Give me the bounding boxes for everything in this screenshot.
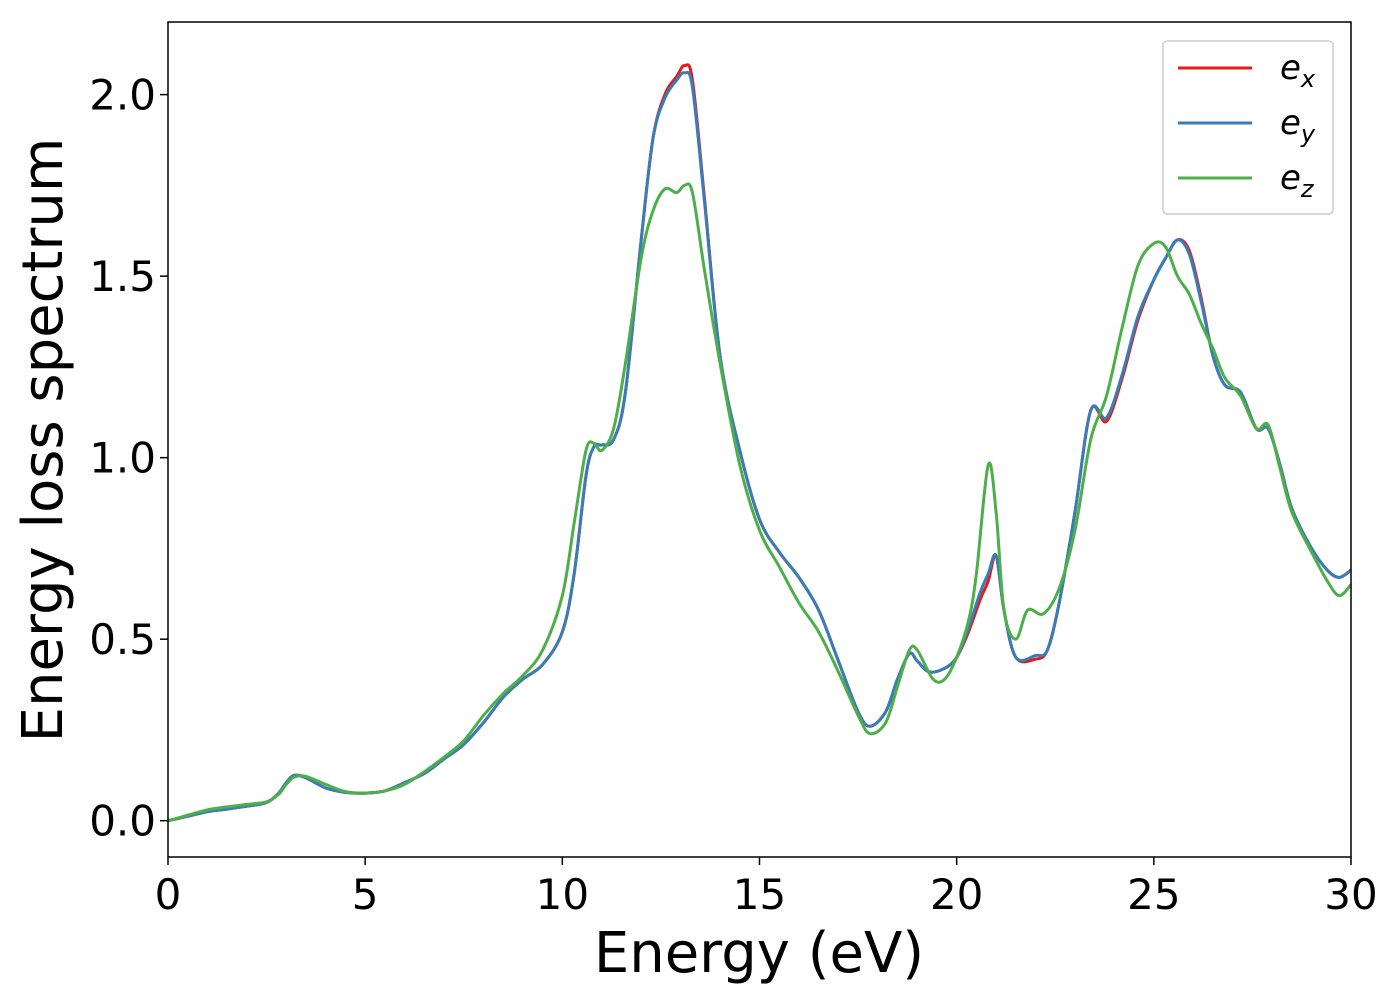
y-tick-label: 0.5 — [89, 615, 156, 664]
x-tick-label: 5 — [352, 870, 379, 919]
x-axis-title: Energy (eV) — [594, 921, 924, 986]
y-tick-label: 1.5 — [89, 252, 156, 301]
y-tick-label: 0.0 — [89, 797, 156, 846]
x-tick-label: 0 — [155, 870, 182, 919]
x-tick-label: 25 — [1127, 870, 1180, 919]
x-tick-label: 15 — [733, 870, 786, 919]
y-tick-label: 2.0 — [89, 71, 156, 120]
series-layer — [168, 63, 1351, 823]
legend-box — [1162, 40, 1334, 215]
legend-label-subscript: z — [1300, 175, 1315, 203]
legend-label-subscript: x — [1300, 65, 1316, 93]
x-axis-ticks: 0 5 10 15 20 25 30 — [155, 857, 1378, 919]
x-tick-label: 30 — [1324, 870, 1377, 919]
legend-label-subscript: y — [1300, 120, 1316, 148]
plot-area-background — [168, 22, 1351, 857]
y-tick-label: 1.0 — [89, 434, 156, 483]
x-tick-label: 10 — [536, 870, 589, 919]
series-line-e-y — [168, 70, 1351, 823]
y-axis-title: Energy loss spectrum — [11, 138, 76, 743]
y-axis-ticks: 0.0 0.5 1.0 1.5 2.0 — [89, 71, 168, 846]
series-line-e-z — [168, 182, 1351, 823]
x-tick-label: 20 — [930, 870, 983, 919]
